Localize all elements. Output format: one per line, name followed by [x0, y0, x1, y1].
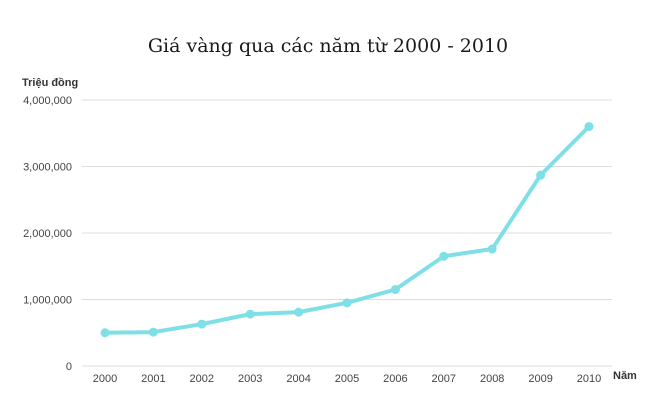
data-point-2003	[245, 309, 255, 319]
x-tick-label: 2000	[93, 373, 117, 385]
data-point-2009	[536, 170, 546, 180]
y-tick-label: 1,000,000	[23, 295, 72, 307]
y-tick-label: 4,000,000	[23, 95, 72, 107]
data-point-2006	[390, 285, 400, 295]
y-tick-label: 0	[66, 361, 72, 373]
x-tick-label: 2003	[238, 373, 262, 385]
y-axis-unit-label: Triệu đồng	[22, 77, 78, 89]
data-point-2000	[100, 328, 110, 338]
x-tick-label: 2002	[190, 373, 214, 385]
chart-title: Giá vàng qua các năm từ 2000 - 2010	[148, 35, 508, 57]
data-point-2005	[342, 298, 352, 308]
data-point-2010	[584, 122, 594, 132]
data-point-2007	[439, 251, 449, 261]
x-tick-label: 2007	[432, 373, 456, 385]
x-axis-unit-label: Năm	[613, 370, 637, 382]
y-tick-label: 3,000,000	[23, 162, 72, 174]
x-axis-ticks: 2000 2001 2002 2003 2004 2005 2006 2007 2008 2009…	[93, 373, 601, 385]
x-tick-label: 2006	[383, 373, 407, 385]
x-tick-label: 2009	[528, 373, 552, 385]
grid-lines	[82, 99, 612, 367]
y-tick-label: 2,000,000	[23, 228, 72, 240]
x-tick-label: 2005	[335, 373, 359, 385]
data-point-2002	[197, 319, 207, 329]
y-axis-ticks: 0 1,000,000 2,000,000 3,000,000 4,000,000	[23, 95, 72, 373]
data-point-2001	[148, 327, 158, 337]
x-tick-label: 2004	[286, 373, 310, 385]
series-layer	[100, 122, 594, 338]
x-tick-label: 2008	[480, 373, 504, 385]
x-tick-label: 2010	[577, 373, 601, 385]
data-point-2008	[487, 244, 497, 254]
data-point-2004	[294, 307, 304, 317]
x-tick-label: 2001	[141, 373, 165, 385]
